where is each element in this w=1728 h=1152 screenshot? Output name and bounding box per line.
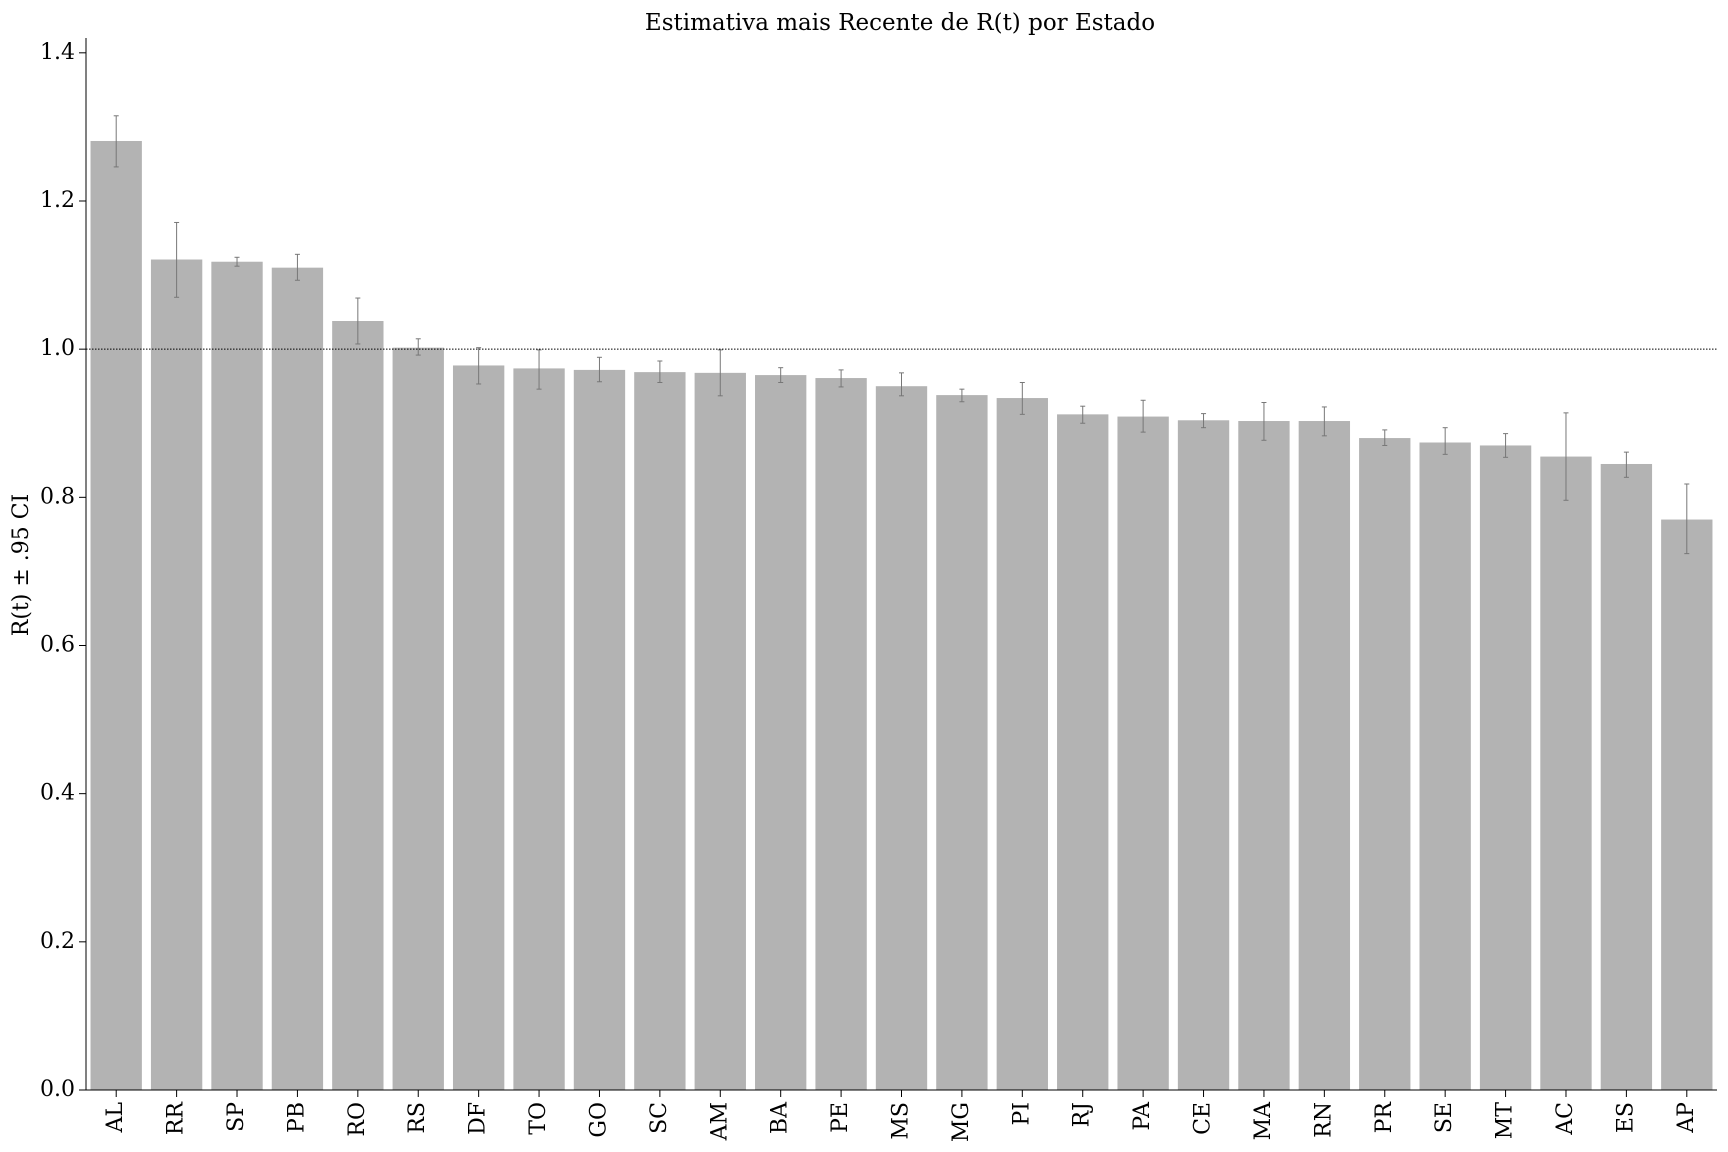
x-tick-label: CE	[1191, 1102, 1216, 1135]
x-tick-label: RJ	[1070, 1102, 1095, 1127]
x-tick-label: MG	[949, 1102, 974, 1142]
y-tick-label: 1.2	[40, 188, 75, 213]
bar	[150, 259, 203, 1090]
bar	[1359, 438, 1411, 1090]
x-tick-label: DF	[466, 1102, 491, 1135]
chart-title: Estimativa mais Recente de R(t) por Esta…	[645, 10, 1155, 36]
error-bar	[1019, 381, 1025, 415]
bar	[1600, 463, 1653, 1090]
bar	[1238, 421, 1290, 1090]
error-bar	[415, 338, 421, 356]
x-tick-label: SP	[224, 1102, 249, 1132]
bar	[271, 267, 324, 1090]
bar	[452, 365, 505, 1091]
bar	[332, 321, 384, 1090]
x-tick-label: MS	[889, 1102, 914, 1140]
bar	[755, 375, 807, 1091]
x-tick-label: RN	[1311, 1102, 1336, 1138]
bar	[1117, 416, 1169, 1090]
bar	[1661, 519, 1713, 1090]
x-tick-label: PR	[1372, 1101, 1397, 1134]
error-bar	[838, 369, 844, 388]
bar	[936, 395, 988, 1091]
bar	[1177, 420, 1230, 1090]
bar	[1419, 442, 1471, 1090]
error-bar	[1140, 399, 1146, 433]
bar	[634, 372, 686, 1091]
y-tick-label: 1.4	[40, 40, 75, 65]
x-tick-label: RS	[405, 1102, 430, 1134]
x-tick-label: AP	[1674, 1102, 1699, 1134]
error-bar	[899, 372, 904, 397]
error-bar	[1503, 433, 1509, 458]
error-bar	[1321, 406, 1327, 437]
error-bar	[1623, 451, 1629, 478]
y-tick-label: 0.2	[40, 929, 75, 954]
error-bar	[1442, 427, 1448, 455]
x-tick-label: BA	[768, 1101, 793, 1134]
bar	[392, 347, 444, 1091]
bar	[573, 369, 626, 1091]
bar	[815, 378, 867, 1091]
error-bar	[1201, 413, 1207, 429]
error-bar	[778, 367, 784, 383]
error-bar	[959, 388, 965, 403]
x-tick-label: AL	[103, 1102, 128, 1134]
error-bar	[294, 253, 300, 281]
y-tick-label: 1.0	[40, 336, 75, 361]
bar	[1057, 414, 1109, 1090]
bar	[1540, 456, 1592, 1090]
bar	[1479, 445, 1532, 1090]
error-bar	[174, 221, 180, 298]
x-tick-label: RR	[164, 1101, 189, 1136]
error-bar	[355, 297, 361, 345]
error-bar	[234, 256, 240, 267]
x-tick-label: RO	[345, 1102, 370, 1137]
error-bar	[1261, 401, 1267, 441]
x-tick-label: GO	[586, 1102, 611, 1138]
error-bar	[1563, 412, 1569, 501]
error-bar	[1684, 483, 1690, 555]
x-tick-label: SE	[1432, 1102, 1457, 1133]
bar	[513, 368, 565, 1091]
y-tick-label: 0.4	[40, 781, 75, 806]
x-tick-label: MA	[1251, 1101, 1276, 1141]
error-bar	[1382, 429, 1388, 446]
x-tick-label: PI	[1009, 1102, 1034, 1126]
x-tick-label: AM	[707, 1102, 732, 1141]
error-bar	[596, 356, 602, 383]
x-tick-label: MT	[1493, 1102, 1518, 1140]
x-tick-label: PE	[828, 1102, 853, 1133]
y-tick-label: 0.6	[40, 632, 75, 657]
error-bar	[536, 349, 542, 390]
error-bar	[476, 347, 482, 385]
bar	[211, 261, 263, 1090]
y-tick-label: 0.8	[40, 484, 75, 509]
bar	[875, 386, 928, 1091]
error-bar	[113, 115, 119, 168]
x-tick-label: TO	[526, 1102, 551, 1135]
x-tick-label: AC	[1553, 1102, 1578, 1136]
bar	[1298, 421, 1351, 1090]
x-tick-label: SC	[647, 1102, 672, 1134]
y-axis-label: R(t) ± .95 CI	[9, 494, 34, 637]
error-bar	[1080, 405, 1086, 424]
x-tick-label: ES	[1613, 1102, 1638, 1133]
error-bar	[717, 349, 723, 397]
bar	[90, 140, 142, 1090]
x-tick-label: PB	[284, 1102, 309, 1133]
x-tick-label: PA	[1130, 1101, 1155, 1131]
y-tick-label: 0.0	[40, 1077, 75, 1102]
bar	[694, 372, 746, 1091]
error-bar	[657, 360, 663, 383]
bar	[996, 398, 1048, 1091]
